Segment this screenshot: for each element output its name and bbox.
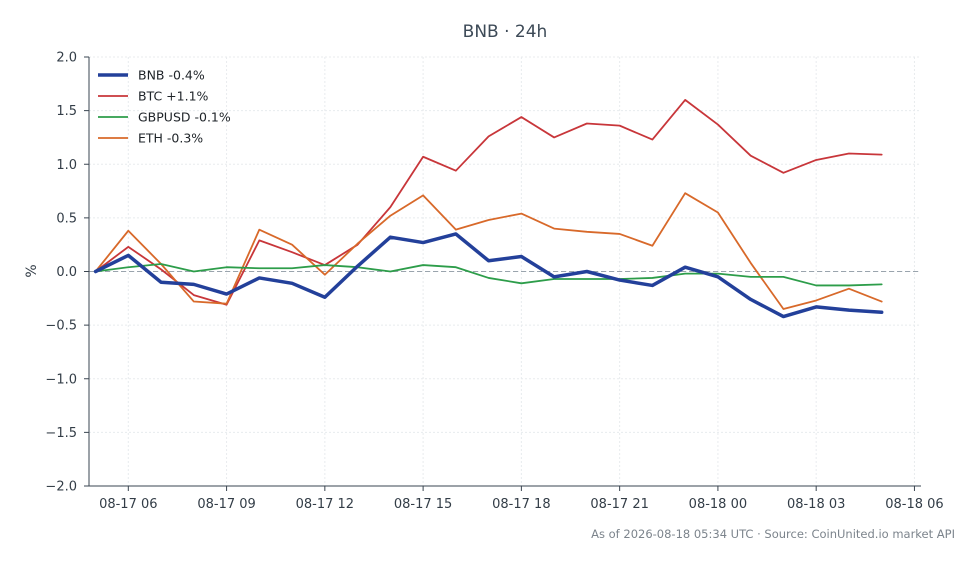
x-tick-label-5: 08-17 21 bbox=[590, 497, 648, 512]
y-tick-label-4: 0.0 bbox=[56, 265, 77, 280]
y-tick-label-6: 1.0 bbox=[56, 158, 77, 173]
y-tick-label-3: −0.5 bbox=[45, 319, 77, 334]
legend: BNB -0.4% BTC +1.1% GBPUSD -0.1% ETH -0.3% bbox=[98, 68, 231, 146]
series-line-3 bbox=[94, 192, 883, 310]
legend-label-3: ETH -0.3% bbox=[138, 131, 203, 146]
series-line-0 bbox=[93, 232, 884, 319]
x-tick-labels: 08-17 06 08-17 09 08-17 12 08-17 15 08-17 18… bbox=[99, 497, 944, 512]
y-tick-label-1: −1.5 bbox=[45, 426, 77, 441]
y-axis-label: % bbox=[24, 264, 40, 277]
series-lines bbox=[93, 99, 884, 319]
series-line-2 bbox=[94, 263, 883, 287]
x-tick-label-7: 08-18 03 bbox=[787, 497, 845, 512]
x-tick-label-2: 08-17 12 bbox=[296, 497, 354, 512]
grid bbox=[89, 56, 921, 487]
y-tick-labels: −2.0 −1.5 −1.0 −0.5 0.0 0.5 1.0 1.5 2.0 bbox=[45, 51, 77, 495]
x-tick-label-8: 08-18 06 bbox=[885, 497, 943, 512]
footer-source: As of 2026-08-18 05:34 UTC · Source: Coi… bbox=[591, 527, 955, 541]
y-tick-label-7: 1.5 bbox=[56, 104, 77, 119]
y-tick-label-0: −2.0 bbox=[45, 480, 77, 495]
legend-label-2: GBPUSD -0.1% bbox=[138, 110, 231, 125]
x-tick-label-1: 08-17 09 bbox=[197, 497, 255, 512]
y-tick-label-2: −1.0 bbox=[45, 372, 77, 387]
chart-title: BNB · 24h bbox=[463, 22, 548, 42]
y-tick-label-5: 0.5 bbox=[56, 211, 77, 226]
x-tick-label-6: 08-18 00 bbox=[689, 497, 747, 512]
legend-label-0: BNB -0.4% bbox=[138, 68, 205, 83]
x-tick-label-0: 08-17 06 bbox=[99, 497, 157, 512]
series-line-1 bbox=[94, 99, 883, 306]
x-tick-label-4: 08-17 18 bbox=[492, 497, 550, 512]
y-tick-label-8: 2.0 bbox=[56, 51, 77, 66]
legend-label-1: BTC +1.1% bbox=[138, 89, 209, 104]
axes bbox=[84, 56, 921, 491]
x-tick-label-3: 08-17 15 bbox=[394, 497, 452, 512]
